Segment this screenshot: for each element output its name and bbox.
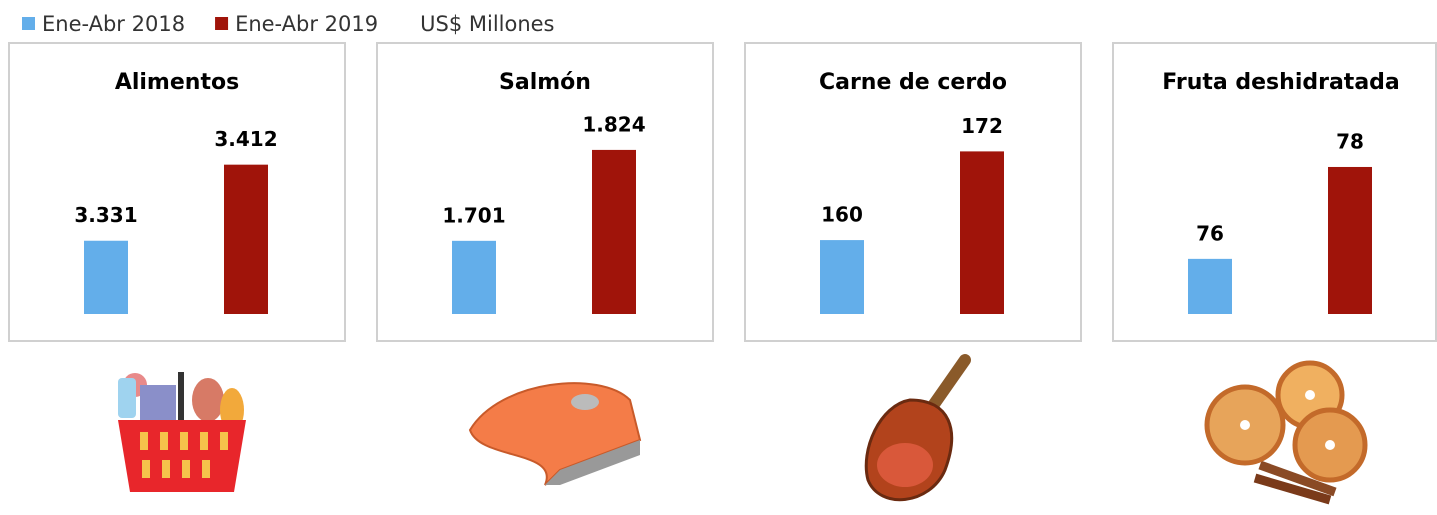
salmon-icon [468, 382, 642, 486]
panel [744, 42, 1082, 342]
bar [1328, 166, 1372, 314]
value-label: 160 [821, 203, 863, 227]
legend-label: Ene-Abr 2018 [42, 12, 185, 36]
dried-fruit-icon [1204, 360, 1368, 505]
basket-icon [118, 372, 246, 492]
ham-icon [864, 354, 971, 502]
legend-swatch [215, 17, 229, 30]
value-label: 3.412 [214, 127, 277, 151]
bar [820, 240, 864, 314]
value-label: 172 [961, 114, 1003, 138]
panel [8, 42, 346, 342]
bar [592, 149, 636, 314]
chart-title: Salmón [499, 70, 591, 95]
bar [960, 151, 1004, 314]
bar [224, 164, 268, 314]
value-label: 76 [1196, 221, 1224, 245]
panel [376, 42, 714, 342]
chart-title: Carne de cerdo [819, 70, 1007, 95]
chart-title: Fruta deshidratada [1162, 70, 1400, 95]
bar [1188, 258, 1232, 314]
value-label: 78 [1336, 129, 1364, 153]
value-label: 1.824 [582, 112, 645, 136]
value-label: 3.331 [74, 203, 137, 227]
bar [452, 240, 496, 314]
chart-title: Alimentos [115, 70, 239, 95]
legend-label: Ene-Abr 2019 [235, 12, 378, 36]
panel [1112, 42, 1437, 342]
legend-swatch [22, 17, 35, 30]
legend-note: US$ Millones [420, 12, 554, 36]
value-label: 1.701 [442, 203, 505, 227]
bar [84, 240, 128, 314]
